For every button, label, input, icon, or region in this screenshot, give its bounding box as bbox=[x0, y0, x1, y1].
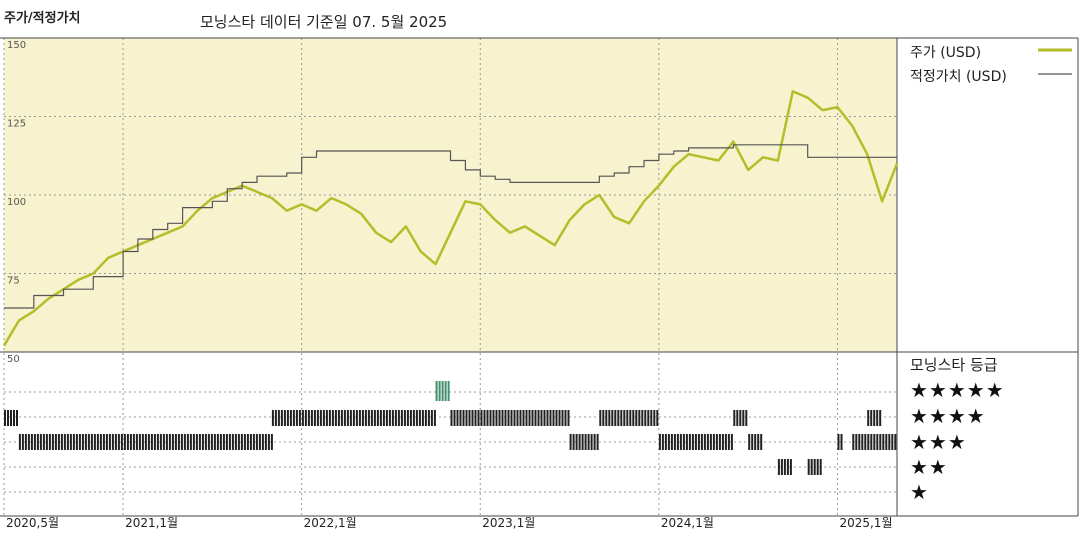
legend-price-label: 주가 (USD) bbox=[910, 45, 982, 61]
rating-4-stars: ★★★★ bbox=[910, 404, 986, 428]
rating-bar-3-star bbox=[569, 434, 599, 450]
rating-bar-4-star bbox=[867, 410, 882, 426]
rating-bar-3-star bbox=[658, 434, 733, 450]
rating-bar-2-star bbox=[777, 459, 792, 475]
rating-bar-4-star bbox=[599, 410, 659, 426]
data-date-subtitle: 모닝스타 데이터 기준일 07. 5월 2025 bbox=[200, 13, 448, 31]
rating-bar-3-star bbox=[837, 434, 843, 450]
y-tick-label: 100 bbox=[7, 197, 26, 208]
x-tick-label: 2021,1월 bbox=[125, 516, 178, 530]
legend-fair-value-label: 적정가치 (USD) bbox=[910, 69, 1007, 85]
legend-fair-value: 적정가치 (USD) bbox=[910, 66, 1007, 86]
rating-5-stars: ★★★★★ bbox=[910, 378, 1005, 402]
y-tick-label: 75 bbox=[7, 276, 20, 287]
rating-bar-4-star bbox=[271, 410, 436, 426]
y-tick-label: 125 bbox=[7, 119, 26, 130]
x-tick-label: 2022,1월 bbox=[304, 516, 357, 530]
rating-title: 모닝스타 등급 bbox=[910, 356, 998, 374]
rating-bar-4-star bbox=[733, 410, 748, 426]
rating-2-stars: ★★ bbox=[910, 455, 948, 479]
rating-bar-3-star bbox=[18, 434, 273, 450]
rating-bar-2-star bbox=[807, 459, 822, 475]
y-tick-label: 150 bbox=[7, 40, 26, 51]
rating-area bbox=[4, 352, 897, 516]
rating-bar-3-star bbox=[748, 434, 763, 450]
x-tick-label: 2025,1월 bbox=[839, 516, 892, 530]
legend-price: 주가 (USD) bbox=[910, 42, 981, 62]
rating-3-stars: ★★★ bbox=[910, 430, 967, 454]
rating-bar-4-star bbox=[4, 410, 18, 426]
rating-bar-3-star bbox=[852, 434, 897, 450]
rating-bar-4-star bbox=[450, 410, 570, 426]
x-tick-label: 2020,5월 bbox=[6, 516, 59, 530]
y-tick-label: 50 bbox=[7, 354, 20, 365]
chart-title: 주가/적정가치 bbox=[4, 11, 81, 26]
fair-value-series-line bbox=[4, 144, 897, 309]
rating-1-star: ★ bbox=[910, 480, 929, 504]
x-tick-label: 2023,1월 bbox=[482, 516, 535, 530]
x-tick-label: 2024,1월 bbox=[661, 516, 714, 530]
rating-bar-5-star bbox=[435, 381, 450, 401]
